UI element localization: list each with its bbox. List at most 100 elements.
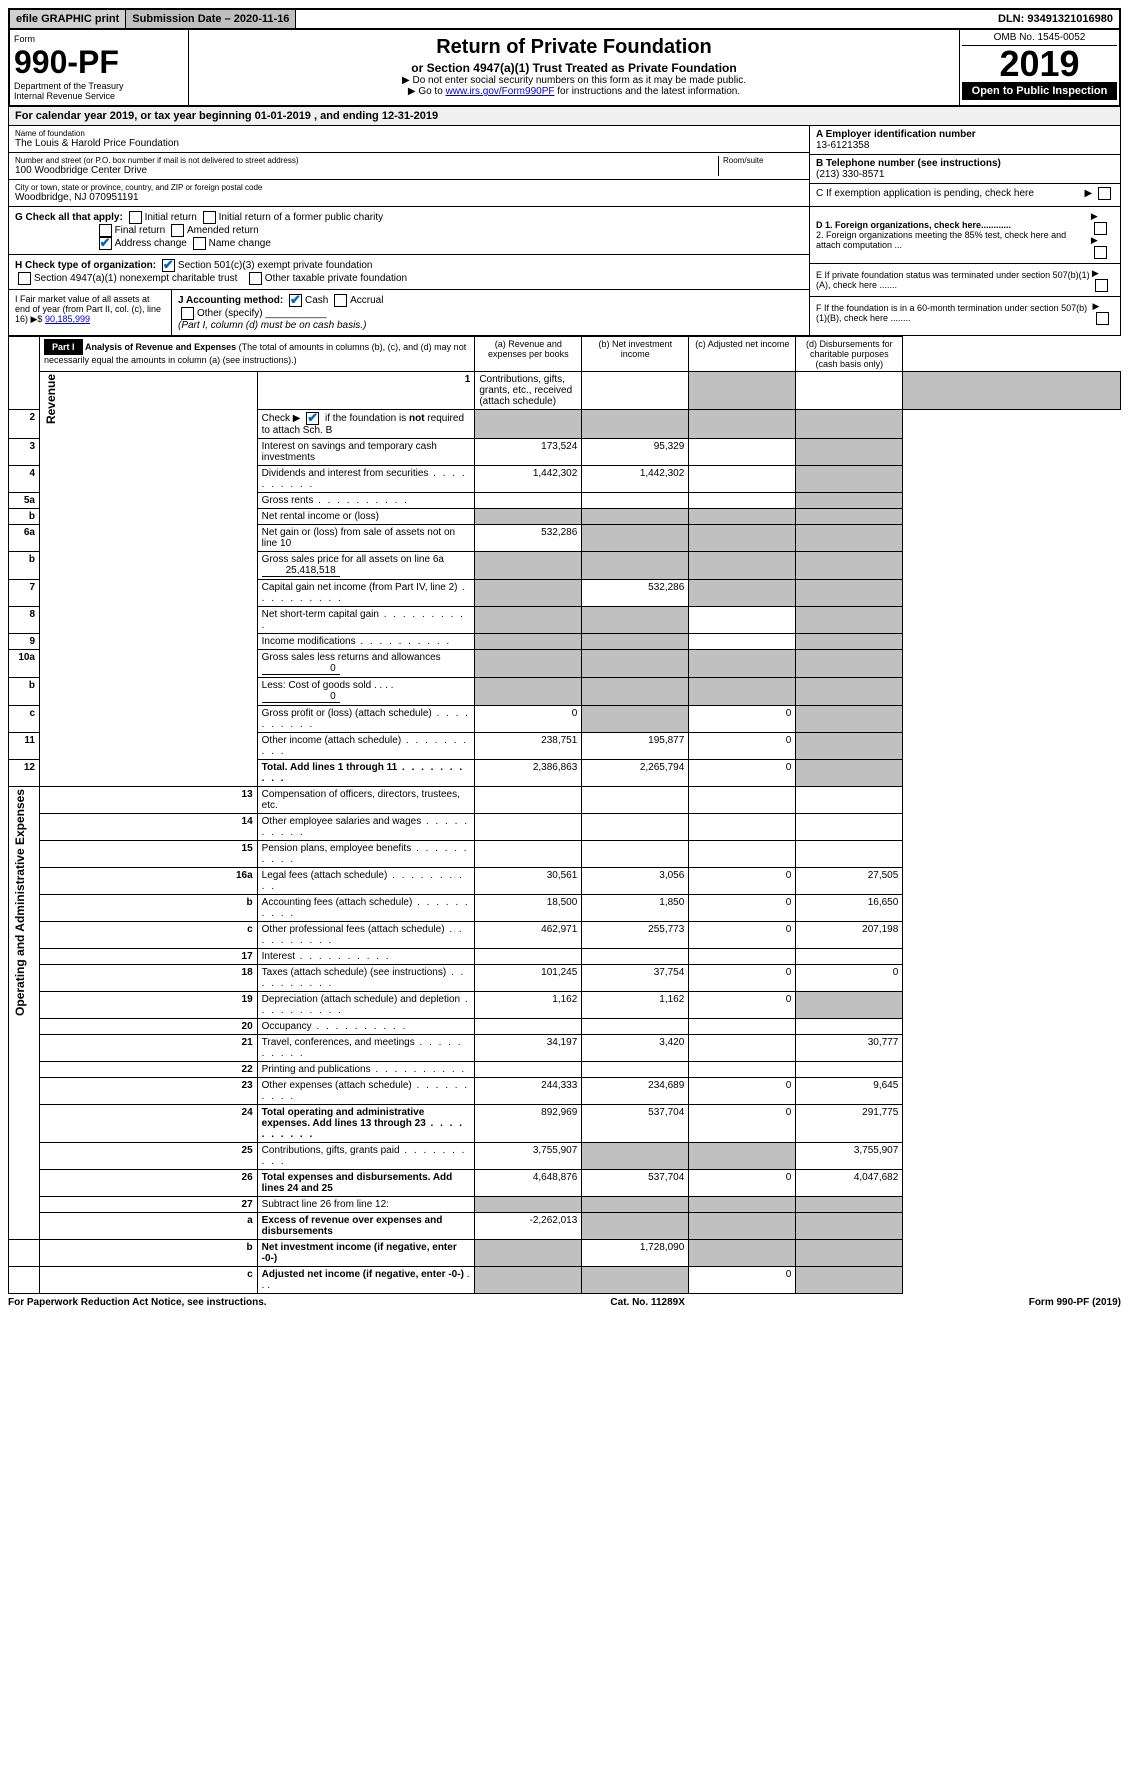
accrual-checkbox[interactable] <box>334 294 347 307</box>
row-16b-desc: Accounting fees (attach schedule) <box>257 895 475 922</box>
row-6b-desc: Gross sales price for all assets on line… <box>257 552 475 580</box>
address-change-checkbox[interactable] <box>99 237 112 250</box>
ein-value: 13-6121358 <box>816 140 1114 151</box>
dln: DLN: 93491321016980 <box>992 10 1119 28</box>
fmv-value[interactable]: 90,185,999 <box>45 314 90 324</box>
foundation-name: The Louis & Harold Price Foundation <box>15 138 803 149</box>
amended-return-checkbox[interactable] <box>171 224 184 237</box>
entity-info: Name of foundation The Louis & Harold Pr… <box>8 126 1121 207</box>
expenses-section-label: Operating and Administrative Expenses <box>13 789 27 1016</box>
row-10c-desc: Gross profit or (loss) (attach schedule) <box>257 706 475 733</box>
row-13-desc: Compensation of officers, directors, tru… <box>257 787 475 814</box>
name-change-checkbox[interactable] <box>193 237 206 250</box>
form-number: 990-PF <box>14 44 184 81</box>
row-27-desc: Subtract line 26 from line 12: <box>257 1197 475 1213</box>
tax-year: 2019 <box>962 46 1117 82</box>
cat-no: Cat. No. 11289X <box>610 1297 684 1308</box>
h-label: H Check type of organization: <box>15 260 156 271</box>
row-24-desc: Total operating and administrative expen… <box>257 1105 475 1143</box>
submission-date: Submission Date – 2020-11-16 <box>126 10 296 28</box>
revenue-section-label: Revenue <box>44 374 58 424</box>
part1-title: Analysis of Revenue and Expenses <box>85 342 236 352</box>
row-10b-desc: Less: Cost of goods sold . . . . 0 <box>257 678 475 706</box>
4947-checkbox[interactable] <box>18 272 31 285</box>
open-public: Open to Public Inspection <box>962 82 1117 100</box>
row-15-desc: Pension plans, employee benefits <box>257 841 475 868</box>
irs-label: Internal Revenue Service <box>14 91 184 101</box>
initial-public-checkbox[interactable] <box>203 211 216 224</box>
row-6a-desc: Net gain or (loss) from sale of assets n… <box>257 525 475 552</box>
cash-checkbox[interactable] <box>289 294 302 307</box>
year-begin: 01-01-2019 <box>255 110 311 122</box>
other-taxable-checkbox[interactable] <box>249 272 262 285</box>
j-note: (Part I, column (d) must be on cash basi… <box>178 320 366 331</box>
exemption-checkbox[interactable] <box>1098 187 1111 200</box>
check-section: G Check all that apply: Initial return I… <box>8 207 1121 336</box>
col-b-header: (b) Net investment income <box>582 337 689 372</box>
page-footer: For Paperwork Reduction Act Notice, see … <box>8 1294 1121 1308</box>
row-4-desc: Dividends and interest from securities <box>257 466 475 493</box>
col-d-header: (d) Disbursements for charitable purpose… <box>796 337 903 372</box>
row-17-desc: Interest <box>257 949 475 965</box>
room-label: Room/suite <box>723 156 803 165</box>
form-label: Form <box>14 34 184 44</box>
j-label: J Accounting method: <box>178 295 283 306</box>
city-label: City or town, state or province, country… <box>15 183 803 192</box>
top-bar: efile GRAPHIC print Submission Date – 20… <box>8 8 1121 30</box>
col-a-header: (a) Revenue and expenses per books <box>475 337 582 372</box>
g-label: G Check all that apply: <box>15 212 123 223</box>
row-18-desc: Taxes (attach schedule) (see instruction… <box>257 965 475 992</box>
d1-label: D 1. Foreign organizations, check here..… <box>816 220 1011 230</box>
row-20-desc: Occupancy <box>257 1019 475 1035</box>
row-9-desc: Income modifications <box>257 634 475 650</box>
form-subtitle: or Section 4947(a)(1) Trust Treated as P… <box>193 61 955 75</box>
row-7-desc: Capital gain net income (from Part IV, l… <box>257 580 475 607</box>
address: 100 Woodbridge Center Drive <box>15 165 718 176</box>
calendar-year-row: For calendar year 2019, or tax year begi… <box>8 107 1121 126</box>
row-27c-desc: Adjusted net income (if negative, enter … <box>257 1267 475 1294</box>
row-26-desc: Total expenses and disbursements. Add li… <box>257 1170 475 1197</box>
initial-return-checkbox[interactable] <box>129 211 142 224</box>
dept-label: Department of the Treasury <box>14 81 184 91</box>
d2-checkbox[interactable] <box>1094 246 1107 259</box>
row-1-desc: Contributions, gifts, grants, etc., rece… <box>475 372 582 410</box>
form-header: Form 990-PF Department of the Treasury I… <box>8 30 1121 107</box>
schb-checkbox[interactable] <box>306 412 319 425</box>
d2-label: 2. Foreign organizations meeting the 85%… <box>816 230 1066 250</box>
row-2-desc: Check ▶ if the foundation is not require… <box>257 410 475 439</box>
part1-table: Part I Analysis of Revenue and Expenses … <box>8 336 1121 1294</box>
row-23-desc: Other expenses (attach schedule) <box>257 1078 475 1105</box>
phone-value: (213) 330-8571 <box>816 169 1114 180</box>
d1-checkbox[interactable] <box>1094 222 1107 235</box>
note-link: ▶ Go to www.irs.gov/Form990PF for instru… <box>193 86 955 97</box>
note-ssn: ▶ Do not enter social security numbers o… <box>193 75 955 86</box>
row-14-desc: Other employee salaries and wages <box>257 814 475 841</box>
ein-label: A Employer identification number <box>816 129 1114 140</box>
row-12-desc: Total. Add lines 1 through 11 <box>257 760 475 787</box>
exemption-label: C If exemption application is pending, c… <box>816 188 1034 199</box>
e-label: E If private foundation status was termi… <box>816 270 1092 290</box>
year-end: 12-31-2019 <box>382 110 438 122</box>
row-16a-desc: Legal fees (attach schedule) <box>257 868 475 895</box>
501c3-checkbox[interactable] <box>162 259 175 272</box>
paperwork-notice: For Paperwork Reduction Act Notice, see … <box>8 1297 267 1308</box>
city-state-zip: Woodbridge, NJ 070951191 <box>15 192 803 203</box>
row-3-desc: Interest on savings and temporary cash i… <box>257 439 475 466</box>
col-c-header: (c) Adjusted net income <box>689 337 796 372</box>
efile-label: efile GRAPHIC print <box>10 10 126 28</box>
form-title: Return of Private Foundation <box>193 36 955 59</box>
phone-label: B Telephone number (see instructions) <box>816 158 1114 169</box>
e-checkbox[interactable] <box>1095 279 1108 292</box>
other-method-checkbox[interactable] <box>181 307 194 320</box>
row-5b-desc: Net rental income or (loss) <box>257 509 475 525</box>
row-16c-desc: Other professional fees (attach schedule… <box>257 922 475 949</box>
addr-label: Number and street (or P.O. box number if… <box>15 156 718 165</box>
f-checkbox[interactable] <box>1096 312 1109 325</box>
part1-label: Part I <box>44 339 83 355</box>
row-21-desc: Travel, conferences, and meetings <box>257 1035 475 1062</box>
instructions-link[interactable]: www.irs.gov/Form990PF <box>446 86 555 97</box>
row-10a-desc: Gross sales less returns and allowances … <box>257 650 475 678</box>
row-8-desc: Net short-term capital gain <box>257 607 475 634</box>
name-label: Name of foundation <box>15 129 803 138</box>
row-19-desc: Depreciation (attach schedule) and deple… <box>257 992 475 1019</box>
